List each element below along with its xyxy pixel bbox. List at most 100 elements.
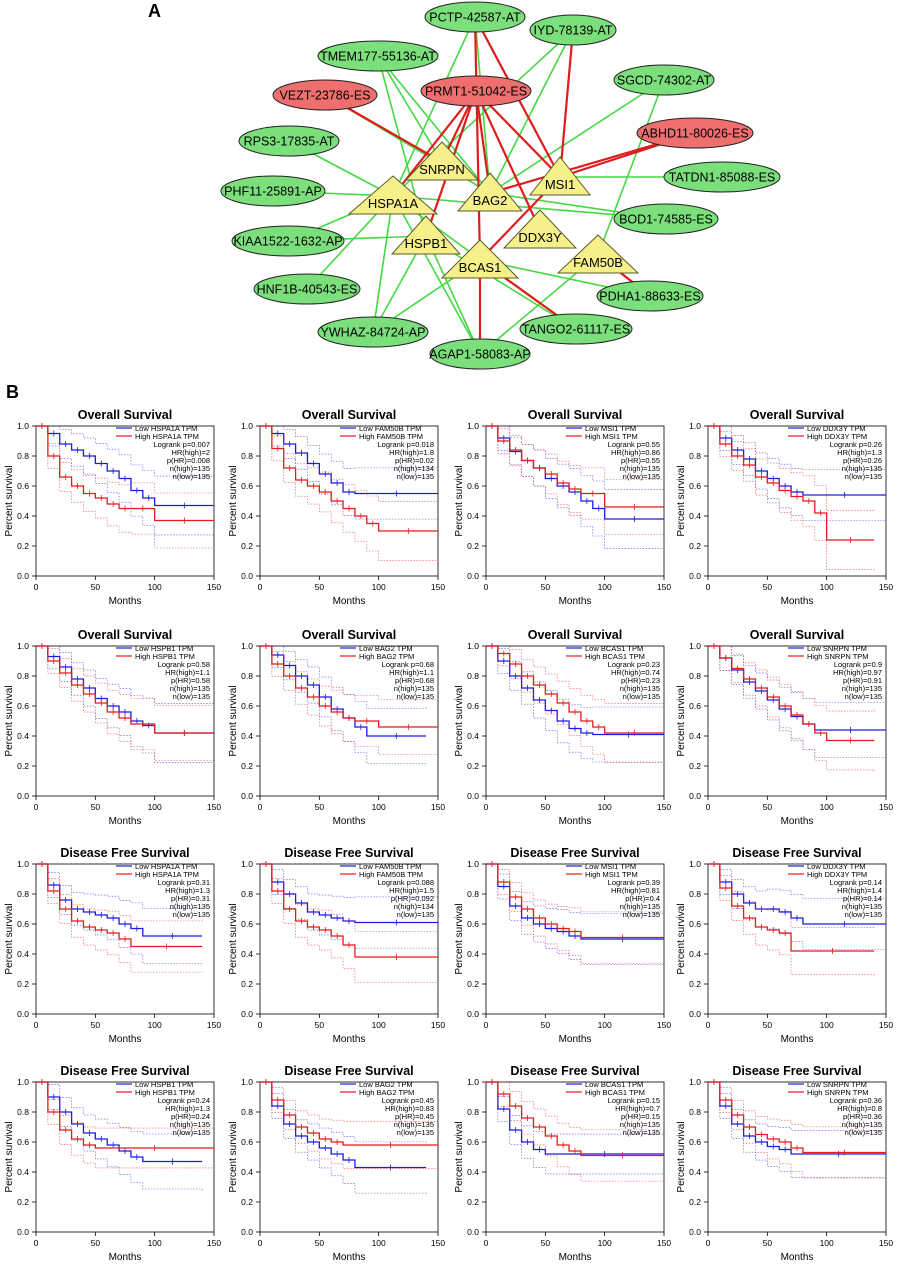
x-tick-label: 100: [148, 582, 162, 592]
y-tick-label: 0.8: [17, 1107, 29, 1117]
plot-frame: [707, 863, 887, 1015]
survival-plot-grid: Overall Survival 0.0 0.2 0.4 0.6 0.8 1.0 0 50 100…: [4, 408, 893, 1263]
stat-line: n(high)=135: [842, 464, 882, 473]
y-tick-label: 0.0: [467, 1009, 479, 1019]
y-tick-label: 0.2: [689, 761, 701, 771]
ci-band-low-hspb1-tpm: [36, 1081, 203, 1191]
y-tick-label: 1.0: [241, 1077, 253, 1087]
edge-green-agap1-58083-ap-hspb1: [425, 235, 481, 355]
x-tick-label: 50: [763, 802, 773, 812]
x-tick-label: 0: [258, 802, 263, 812]
lncrna-label-sgcd-74302-at: SGCD-74302-AT: [617, 74, 712, 88]
stat-line: n(low)=135: [623, 1128, 660, 1137]
plot-frame: [259, 645, 439, 797]
gene-node-hspb1: [390, 215, 462, 255]
stat-line: p(HR)=0.36: [843, 1112, 882, 1121]
legend-entry: Low DDX3Y TPM: [807, 862, 866, 871]
y-axis-label: Percent survival: [4, 903, 15, 974]
y-tick-label: 0.6: [241, 481, 253, 491]
ci-band-high-bcas1-tpm: [486, 645, 665, 765]
x-tick-label: 100: [372, 1020, 386, 1030]
x-axis-label: Months: [781, 1252, 814, 1263]
stat-line: Logrank p=0.088: [377, 878, 434, 887]
y-tick-label: 0.6: [467, 1137, 479, 1147]
x-tick-label: 100: [148, 802, 162, 812]
gene-label-ddx3y: DDX3Y: [518, 230, 562, 245]
x-tick-label: 50: [763, 1238, 773, 1248]
stat-line: n(high)=135: [170, 464, 210, 473]
legend-entry: Low HSPB1 TPM: [135, 644, 193, 653]
legend-entry: High BCAS1 TPM: [585, 652, 645, 661]
lncrna-node-pctp-42587-at: [424, 1, 526, 33]
legend-entry: High FAM50B TPM: [359, 432, 423, 441]
y-tick-label: 0.6: [689, 919, 701, 929]
lncrna-node-vezt-23786-es: [272, 79, 378, 111]
y-tick-label: 0.4: [467, 731, 479, 741]
y-axis-label: Percent survival: [4, 1121, 15, 1192]
x-tick-label: 50: [315, 1020, 325, 1030]
x-tick-label: 0: [258, 582, 263, 592]
y-tick-label: 0.6: [467, 701, 479, 711]
y-tick-label: 0.4: [689, 949, 701, 959]
x-tick-label: 0: [484, 1020, 489, 1030]
legend-entry: Low BAG2 TPM: [359, 1080, 413, 1089]
lncrna-node-pdha1-88633-es: [596, 280, 704, 312]
stat-line: n(high)=135: [620, 1120, 660, 1129]
lncrna-node-tatdn1-85088-es: [663, 161, 781, 193]
y-tick-label: 1.0: [17, 641, 29, 651]
y-tick-label: 0.0: [467, 571, 479, 581]
y-tick-label: 0.6: [241, 701, 253, 711]
x-tick-label: 0: [34, 1020, 39, 1030]
plot-title: Overall Survival: [528, 628, 623, 642]
survival-curve-high-hspa1a-tpm: [36, 425, 214, 522]
y-tick-label: 0.2: [467, 761, 479, 771]
legend-entry: Low DDX3Y TPM: [807, 424, 866, 433]
survival-curve-high-msi1-tpm: [486, 425, 664, 508]
stat-line: HR(high)=0.7: [615, 1104, 660, 1113]
x-tick-label: 100: [372, 1238, 386, 1248]
legend-entry: Low BCAS1 TPM: [585, 644, 643, 653]
x-tick-label: 50: [541, 802, 551, 812]
y-axis-label: Percent survival: [228, 685, 239, 756]
gene-node-bag2: [456, 172, 524, 212]
stat-line: n(low)=135: [845, 692, 882, 701]
x-tick-label: 100: [598, 802, 612, 812]
x-tick-label: 0: [706, 1238, 711, 1248]
x-tick-label: 50: [91, 1020, 101, 1030]
edge-green-sgcd-74302-at-bag2: [489, 79, 665, 194]
gene-node-fam50b: [556, 234, 640, 274]
x-tick-label: 100: [598, 582, 612, 592]
km-plot-14: Disease Free Survival 0.0 0.2 0.4 0.6 0.8 1.0 0…: [228, 1064, 445, 1263]
y-tick-label: 1.0: [17, 421, 29, 431]
ci-band-high-hspa1a-tpm: [36, 425, 215, 494]
plot-title: Overall Survival: [750, 628, 845, 642]
stat-line: p(HR)=0.31: [171, 894, 210, 903]
y-tick-label: 0.8: [689, 671, 701, 681]
y-tick-label: 0.0: [467, 1227, 479, 1237]
plot-title: Disease Free Survival: [732, 846, 861, 860]
x-tick-label: 150: [657, 582, 671, 592]
y-tick-label: 0.2: [17, 979, 29, 989]
plot-frame: [35, 863, 215, 1015]
gene-label-hspb1: HSPB1: [405, 236, 448, 251]
lncrna-label-iyd-78139-at: IYD-78139-AT: [534, 24, 613, 38]
gene-label-fam50b: FAM50B: [573, 255, 623, 270]
plot-frame: [259, 863, 439, 1015]
stat-line: n(low)=135: [623, 692, 660, 701]
y-axis-label: Percent survival: [228, 1121, 239, 1192]
stat-line: n(high)=135: [620, 902, 660, 911]
x-axis-label: Months: [333, 816, 366, 827]
y-tick-label: 0.6: [467, 481, 479, 491]
stat-line: HR(high)=1.3: [165, 886, 210, 895]
x-tick-label: 100: [372, 582, 386, 592]
x-tick-label: 100: [598, 1020, 612, 1030]
km-plot-10: Disease Free Survival 0.0 0.2 0.4 0.6 0.8 1.0 0…: [228, 846, 445, 1045]
stat-line: n(high)=135: [842, 684, 882, 693]
ci-band-high-hspb1-tpm: [36, 645, 215, 763]
lncrna-node-tango2-61117-es: [519, 313, 633, 345]
plot-frame: [485, 425, 665, 577]
stat-line: p(HR)=0.58: [171, 676, 210, 685]
survival-curve-high-hspb1-tpm: [36, 1081, 214, 1149]
stat-line: Logrank p=0.58: [158, 660, 210, 669]
y-tick-label: 0.6: [17, 1137, 29, 1147]
